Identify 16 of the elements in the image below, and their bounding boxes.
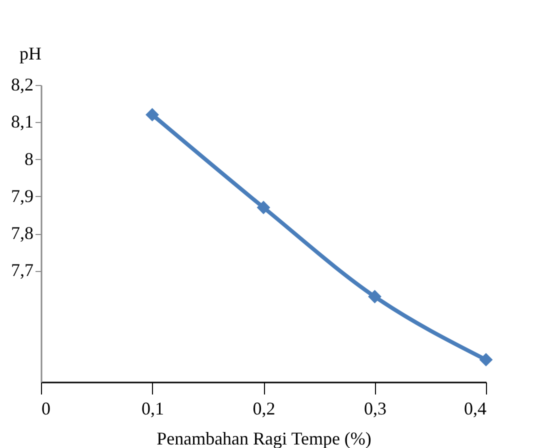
point — [146, 108, 159, 122]
y-axis-title: pH — [20, 44, 42, 64]
y-tick-label: 8,2 — [11, 74, 34, 94]
x-tick-label: 0,3 — [364, 398, 386, 418]
x-tick-label: 0 — [42, 398, 50, 418]
point — [256, 200, 270, 214]
y-tick-label: 7,7 — [11, 260, 34, 280]
x-tick-label: 0,4 — [464, 398, 486, 418]
y-tick-label: 7,8 — [11, 223, 34, 243]
y-tick-label: 7,9 — [11, 186, 34, 206]
x-tick-label: 0,1 — [142, 398, 164, 418]
y-tick-label: 8 — [24, 148, 34, 169]
point — [368, 290, 382, 304]
x-tick-label: 0,2 — [252, 398, 276, 418]
y-tick-label: 8,1 — [11, 112, 34, 132]
point — [479, 353, 493, 366]
